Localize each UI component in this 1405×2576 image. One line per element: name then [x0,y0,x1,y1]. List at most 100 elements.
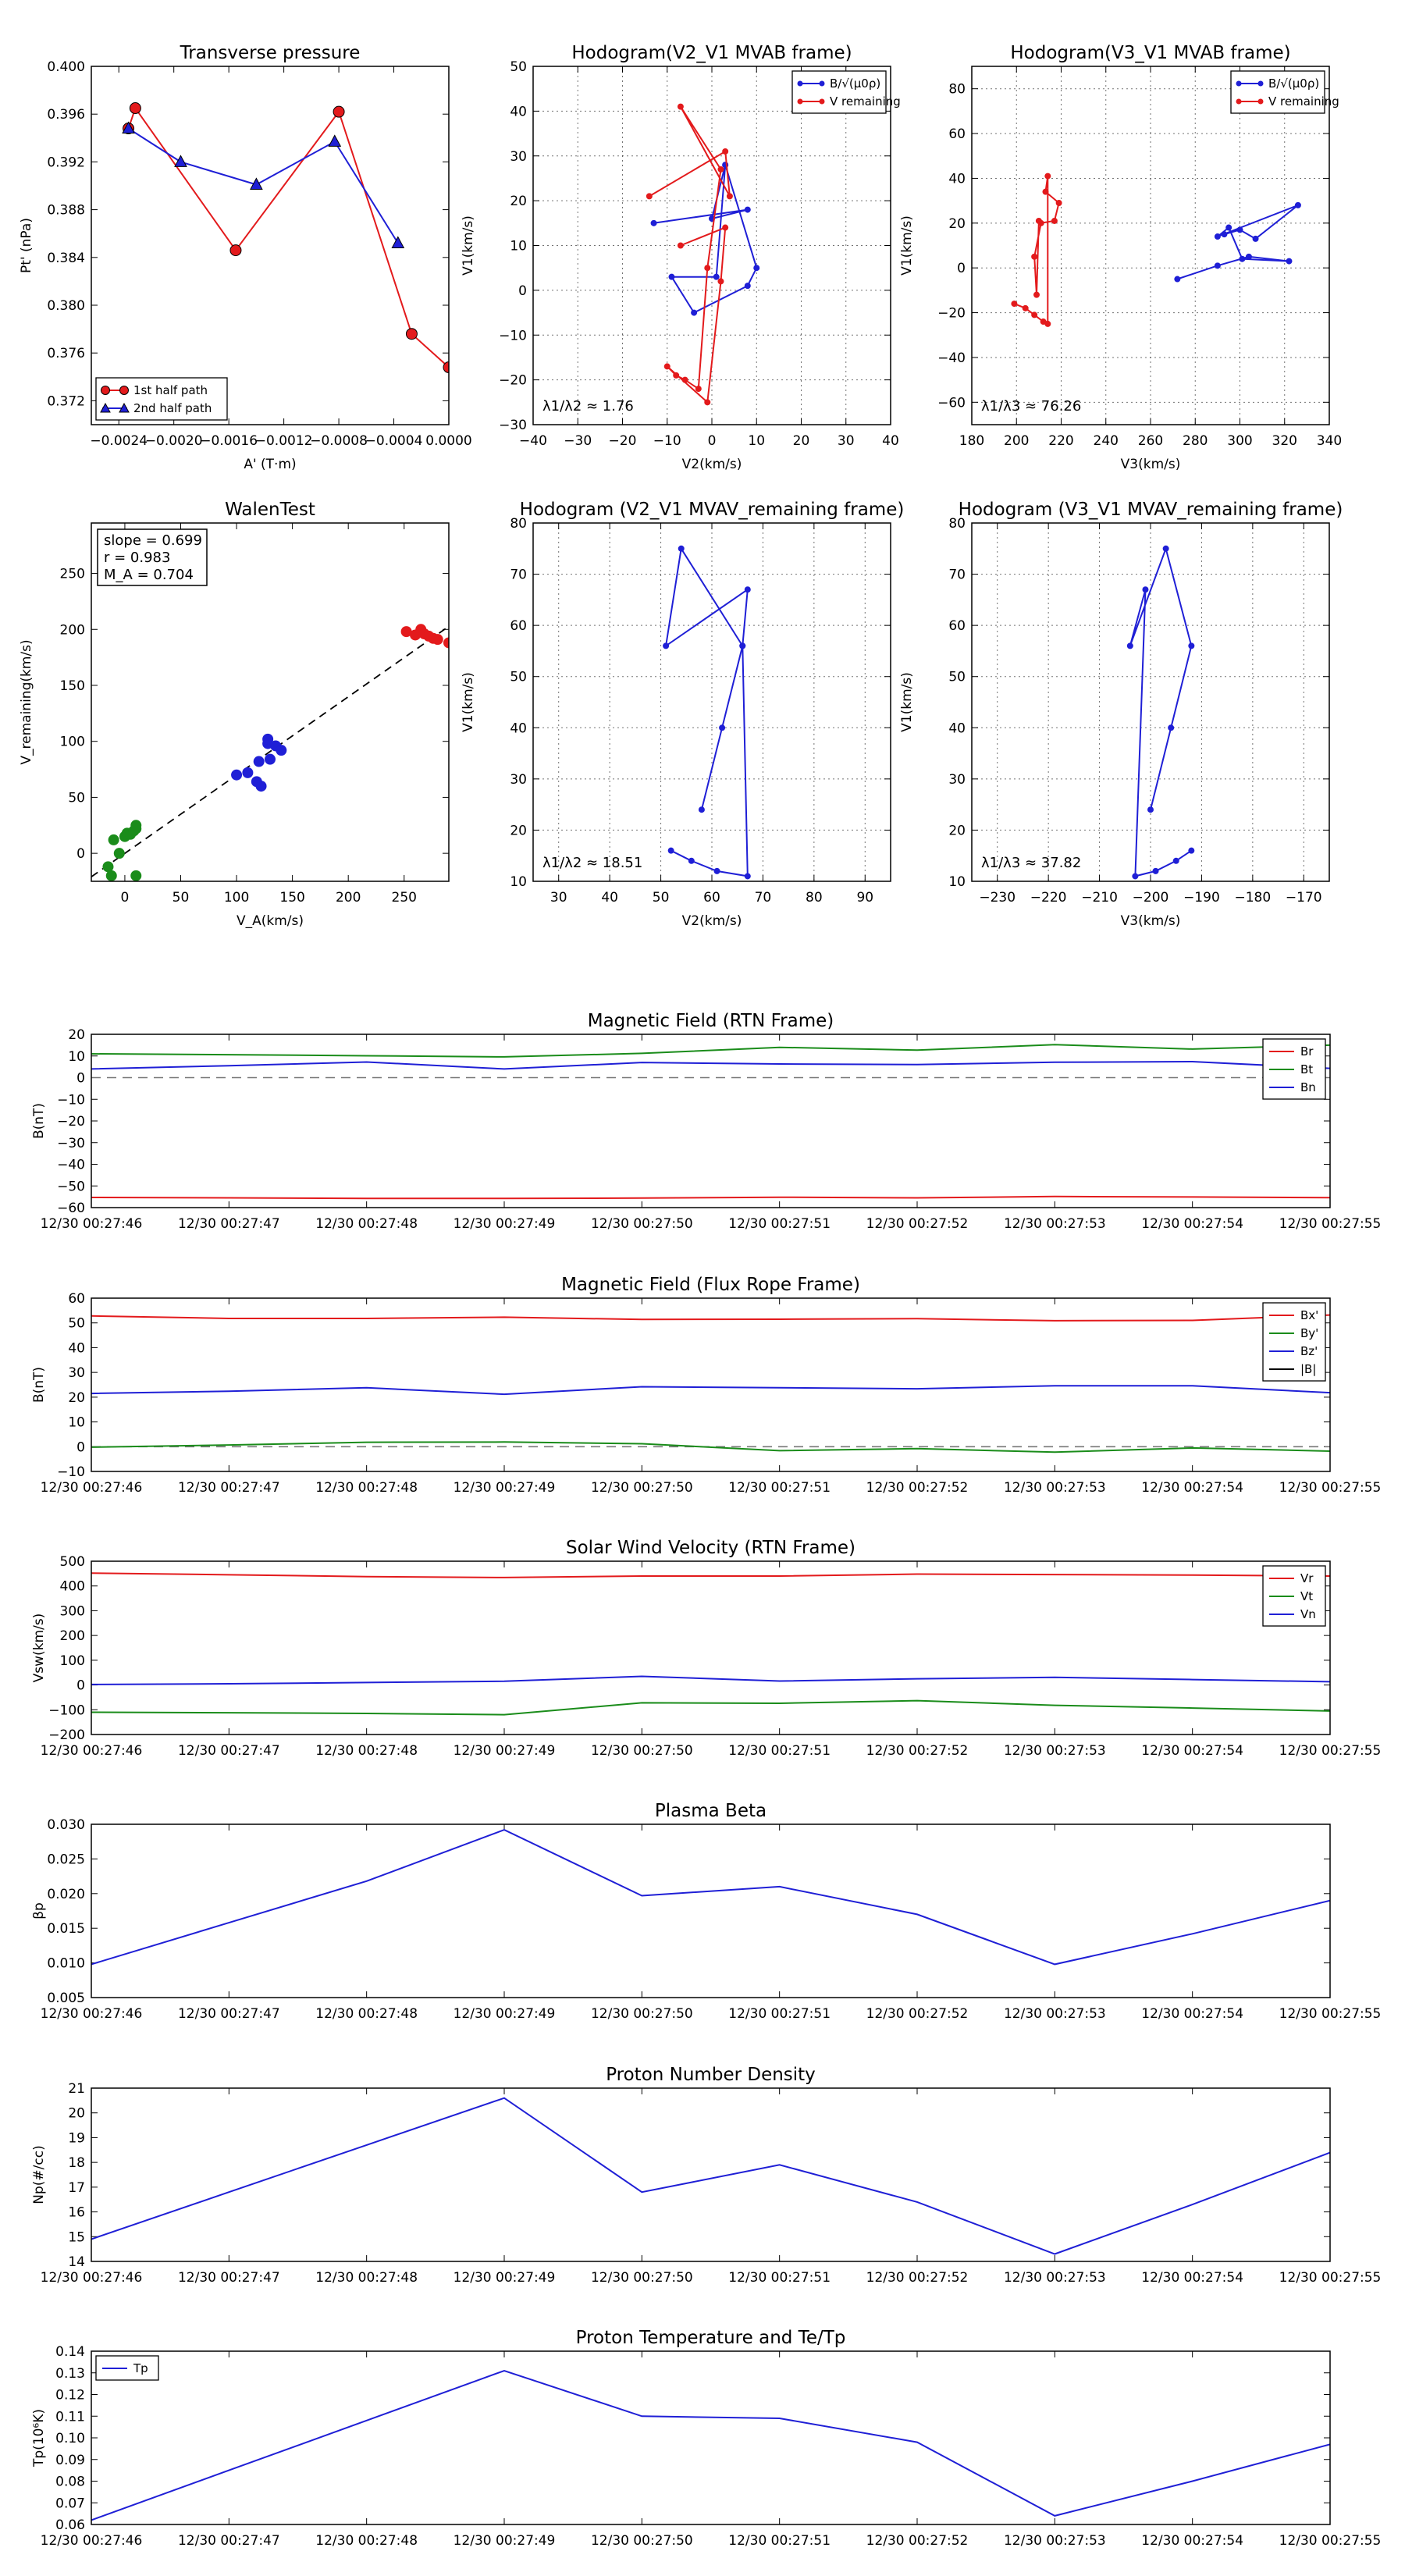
data-point [726,193,733,200]
axes-frame [91,1560,1331,1735]
x-tick-label: −30 [564,433,592,449]
data-point [1245,253,1252,260]
annotation-text: λ1/λ3 ≈ 76.26 [981,398,1081,415]
x-tick-label: 12/30 00:27:53 [1004,2270,1106,2286]
y-tick-label: 0.388 [47,203,85,219]
data-point [253,756,265,767]
data-point [130,870,142,881]
panel-beta: Plasma Beta 12/30 00:27:46 12/30 00:27:47 1… [31,1801,1381,2022]
data-point [681,376,688,383]
x-tick-label: 12/30 00:27:48 [315,2270,418,2286]
x-tick-label: −230 [979,890,1016,906]
y-tick-label: 0.14 [55,2344,85,2360]
data-point [1172,857,1179,864]
x-tick-label: 12/30 00:27:46 [41,2270,143,2286]
series-line-B/√(μ0ρ) [653,162,758,314]
y-tick-label: 0.10 [55,2431,85,2446]
x-tick-label: −200 [1133,890,1169,906]
x-tick-label: 12/30 00:27:50 [591,2006,693,2022]
data-point [722,224,729,231]
y-tick-label: 30 [68,1365,85,1381]
data-point [333,105,345,118]
legend-label: V remaining [830,94,901,109]
y-tick-label: 100 [60,735,85,750]
legend-label: B/√(μ0ρ) [830,76,880,91]
data-area [1011,173,1301,327]
series-line-V remaining [649,106,731,404]
x-axis-label: V2(km/s) [682,457,742,472]
y-tick-label: 500 [60,1554,85,1570]
data-point [717,278,724,285]
chart-title: Transverse pressure [180,43,361,63]
legend-label: V remaining [1268,94,1339,109]
data-point [443,637,449,649]
y-tick-label: 70 [948,568,966,583]
legend-box [1230,70,1325,114]
y-axis-label: V1(km/s) [899,672,915,732]
y-tick-label: 150 [60,678,85,694]
x-tick-label: 200 [336,890,361,906]
series-line-Vt [91,1699,1330,1716]
panel-temperature: Proton Temperature and Te/Tp 12/30 00:27:… [31,2328,1381,2549]
x-tick-label: 12/30 00:27:54 [1141,1743,1243,1759]
data-point [744,283,751,290]
data-point [1031,253,1038,260]
y-tick-label: 50 [510,670,527,685]
data-point [722,148,729,155]
data-point [719,724,726,731]
data-point [667,847,674,854]
x-tick-label: 250 [392,890,417,906]
x-tick-label: 340 [1317,433,1342,449]
y-axis-label: V_remaining(km/s) [19,639,34,764]
data-area [91,2097,1330,2255]
x-axis-label: V2(km/s) [682,913,742,929]
legend-marker [101,386,110,395]
y-tick-label: 60 [948,618,966,634]
legend-label: Bn [1300,1080,1316,1094]
annotation-text: λ1/λ2 ≈ 1.76 [542,398,634,415]
x-tick-label: 12/30 00:27:53 [1004,1743,1106,1759]
data-point [739,642,746,649]
x-tick-label: 12/30 00:27:48 [315,1480,418,1496]
data-point [677,242,684,249]
y-tick-label: 60 [68,1291,85,1307]
legend-marker [1236,80,1242,87]
x-tick-label: 12/30 00:27:54 [1141,2270,1243,2286]
data-point [1132,873,1139,880]
legend-marker [119,386,129,395]
x-tick-label: 12/30 00:27:51 [728,2533,831,2549]
y-tick-label: −10 [499,328,527,343]
y-tick-label: 200 [60,1628,85,1644]
y-tick-label: 18 [68,2155,85,2171]
y-tick-label: 0 [76,846,85,862]
x-axis-label: V_A(km/s) [237,913,304,929]
y-tick-label: 20 [68,1390,85,1406]
y-tick-label: 10 [68,1049,85,1065]
x-tick-label: −220 [1030,890,1067,906]
data-point [262,733,274,745]
y-tick-label: 0.020 [47,1887,85,1902]
x-tick-label: 12/30 00:27:52 [866,1216,969,1232]
axes-frame [532,66,891,425]
y-tick-label: −60 [57,1201,85,1216]
legend-marker [1257,98,1264,105]
x-tick-label: 12/30 00:27:54 [1141,1480,1243,1496]
legend-label: |B| [1300,1362,1316,1376]
y-tick-label: 0.396 [47,107,85,123]
legend-label: B/√(μ0ρ) [1268,76,1319,91]
y-axis-label: Tp(10⁶K) [31,2409,47,2467]
legend-marker [819,98,825,105]
data-point [276,745,287,756]
x-tick-label: 12/30 00:27:51 [728,2270,831,2286]
x-tick-label: 12/30 00:27:48 [315,2533,418,2549]
x-tick-label: 12/30 00:27:50 [591,2270,693,2286]
y-tick-label: −20 [499,373,527,389]
x-tick-label: 12/30 00:27:55 [1279,2006,1382,2022]
panel-hodo1: Hodogram(V2_V1 MVAB frame)−40 −30 −20 −10 0 1… [461,43,901,472]
y-tick-label: 20 [510,194,527,209]
x-tick-label: 12/30 00:27:49 [454,2533,556,2549]
x-tick-label: 12/30 00:27:54 [1141,2006,1243,2022]
y-tick-label: 19 [68,2130,85,2146]
chart-title: Magnetic Field (Flux Rope Frame) [561,1275,860,1295]
x-tick-label: 40 [601,890,618,906]
